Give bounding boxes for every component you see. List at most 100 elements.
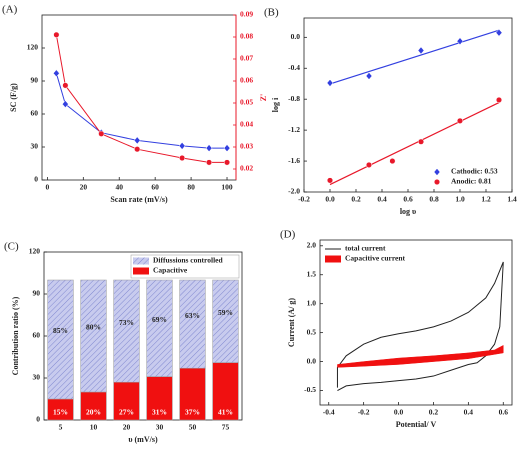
value-label: 41% (218, 408, 233, 417)
plot-frame (319, 239, 513, 406)
value-label: 73% (119, 318, 134, 327)
y2-tick-label: 0.06 (240, 76, 253, 85)
value-label: 59% (218, 308, 233, 317)
x-tick-label: 0.2 (351, 195, 361, 204)
marker (179, 154, 186, 162)
marker (134, 146, 141, 153)
y2-axis-title: Z' (259, 94, 268, 102)
y-tick-label: 0 (34, 175, 38, 184)
x-tick-label: 80 (187, 183, 195, 192)
y-tick-label: 30 (33, 373, 41, 382)
x-tick-label: 75 (222, 423, 230, 432)
marker (206, 159, 213, 166)
y-tick-label: -0.8 (288, 94, 300, 103)
legend-label: Capacitive (153, 266, 188, 275)
legend-box (323, 243, 403, 266)
y-tick-label: -0.5 (304, 385, 316, 394)
y-tick-label: 120 (29, 247, 41, 256)
y-tick-label: 30 (31, 142, 39, 151)
plot-frame (41, 14, 237, 181)
marker (495, 28, 503, 37)
x-tick-label: 1.0 (455, 195, 465, 204)
bar-segment (212, 362, 239, 421)
marker (417, 46, 425, 55)
x-tick-label: 0.0 (325, 195, 335, 204)
y-tick-label: 90 (31, 76, 39, 85)
x-tick-label: 5 (59, 423, 63, 432)
y2-tick-label: 0.09 (240, 10, 253, 19)
bar-segment (179, 279, 206, 369)
x-tick-label: -0.2 (298, 195, 310, 204)
marker (326, 177, 334, 184)
y-axis-title: log i (271, 97, 280, 112)
marker (205, 144, 213, 152)
legend-label: Anodic: 0.81 (451, 177, 492, 186)
x-tick-label: 40 (115, 183, 123, 192)
x-tick-label: 0.2 (429, 408, 439, 417)
y-tick-label: 60 (33, 331, 41, 340)
y-tick-label: 1.0 (307, 298, 317, 307)
series-line (336, 261, 504, 391)
legend-marker (433, 168, 441, 176)
value-label: 85% (53, 326, 68, 335)
panel-label: (B) (264, 7, 279, 19)
y-tick-label: 60 (31, 109, 39, 118)
area (337, 344, 504, 368)
marker (365, 72, 373, 80)
x-tick-label: 1.2 (481, 195, 491, 204)
y2-tick-label: 0.07 (240, 54, 253, 63)
y-tick-label: -2.0 (288, 187, 300, 196)
x-tick-label: 10 (90, 423, 98, 432)
marker (495, 96, 503, 104)
legend-box (429, 166, 509, 189)
x-tick-label: 0.0 (394, 408, 404, 417)
x-axis-title: Scan rate (mV/s) (110, 195, 168, 204)
marker (456, 117, 464, 124)
legend-swatch (133, 267, 149, 275)
series-line (55, 34, 228, 163)
y-tick-label: -1.2 (288, 125, 300, 134)
panel-label: (D) (280, 229, 296, 241)
legend-label: Diffussions controlled (153, 256, 223, 265)
x-tick-label: 0.6 (499, 408, 509, 417)
x-tick-label: 0.6 (403, 195, 413, 204)
value-label: 80% (86, 323, 101, 332)
y-axis-title: SC (F/g) (9, 83, 18, 112)
x-tick-label: -0.4 (323, 408, 335, 417)
bar-segment (212, 279, 239, 363)
marker (389, 158, 396, 165)
bar-segment (80, 391, 107, 421)
y-axis-title: Current (A/ g) (287, 298, 296, 348)
y-tick-label: -0.4 (288, 63, 300, 72)
fit-line (329, 102, 500, 186)
legend-label: total current (345, 244, 386, 253)
x-tick-label: 1.4 (507, 195, 517, 204)
y2-tick-label: 0.05 (240, 98, 253, 107)
marker (417, 138, 425, 145)
x-tick-label: 0 (46, 183, 50, 192)
marker (365, 161, 373, 168)
value-label: 20% (86, 408, 101, 417)
y-axis-title: Contribution ratio (%) (11, 296, 20, 375)
panel-label: (A) (2, 4, 18, 16)
x-axis-title: Potential/ V (396, 420, 437, 429)
panel-label: (C) (4, 241, 19, 253)
value-label: 15% (53, 408, 68, 417)
y2-tick-label: 0.08 (240, 32, 253, 41)
y2-tick-label: 0.02 (240, 164, 253, 173)
y-tick-label: 2.0 (307, 241, 317, 250)
legend-box (130, 254, 240, 279)
x-tick-label: 0.8 (429, 195, 439, 204)
legend-swatch (325, 255, 341, 263)
legend-label: Cathodic: 0.53 (451, 167, 498, 176)
x-axis-title: υ (mV/s) (128, 435, 158, 444)
y-tick-label: 0.5 (307, 327, 317, 336)
x-tick-label: 30 (156, 423, 164, 432)
y-tick-label: 1.5 (307, 269, 317, 278)
y-tick-label: 90 (33, 289, 41, 298)
marker (53, 31, 60, 38)
x-axis-title: log υ (400, 207, 416, 216)
x-tick-label: 20 (123, 423, 131, 432)
x-tick-label: 60 (151, 183, 159, 192)
